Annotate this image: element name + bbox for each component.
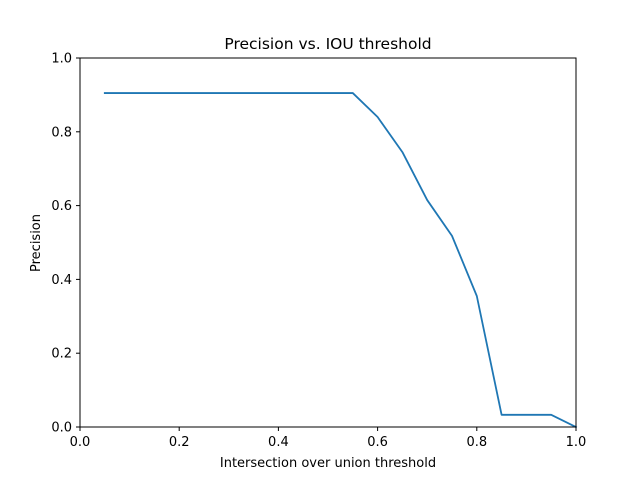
x-axis-label: Intersection over union threshold: [220, 456, 436, 471]
x-tick-label: 0.6: [367, 435, 388, 450]
x-tick-label: 0.2: [169, 435, 190, 450]
y-tick-label: 0.6: [51, 199, 72, 214]
axes-frame: [79, 57, 577, 428]
x-tick-label: 1.0: [566, 435, 587, 450]
y-tick-label: 0.4: [51, 273, 72, 288]
x-tick-label: 0.0: [70, 435, 91, 450]
y-axis-ticks: 0.0 0.2 0.4 0.6 0.8 1.0: [51, 52, 80, 436]
series-line-0: [103, 92, 578, 429]
x-tick-label: 0.8: [466, 435, 487, 450]
chart-title: Precision vs. IOU threshold: [224, 35, 431, 53]
x-tick-label: 0.4: [268, 435, 289, 450]
y-tick-label: 0.2: [51, 347, 72, 362]
plot-area: [79, 57, 578, 429]
y-axis-label: Precision: [29, 214, 44, 272]
y-tick-label: 0.0: [51, 421, 72, 436]
y-tick-label: 0.8: [51, 125, 72, 140]
y-tick-label: 1.0: [51, 52, 72, 67]
x-axis-ticks: 0.0 0.2 0.4 0.6 0.8 1.0: [70, 427, 587, 450]
